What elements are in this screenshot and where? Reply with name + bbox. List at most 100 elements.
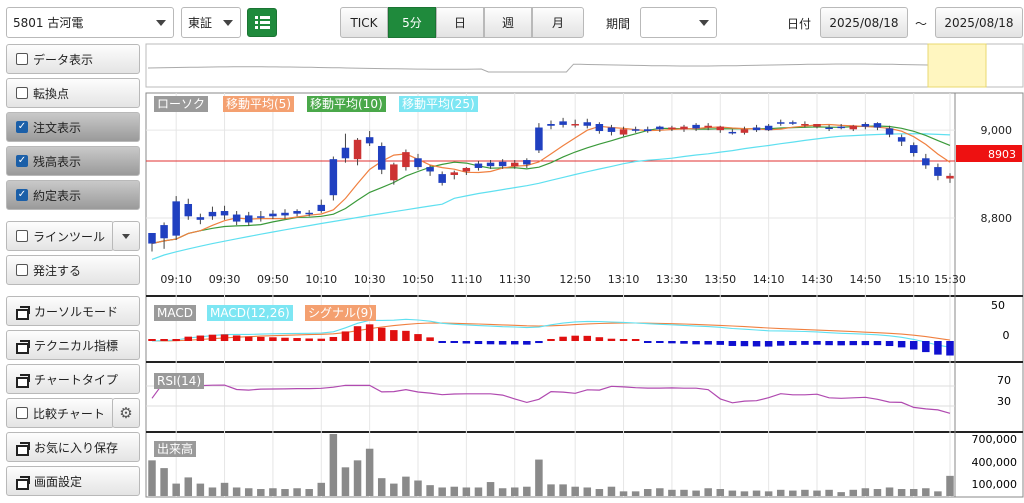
ma25-line: [151, 133, 951, 260]
sidebar-item-save-favorite[interactable]: お気に入り保存: [6, 432, 140, 462]
candle-body: [390, 164, 398, 181]
tab-tick[interactable]: TICK: [340, 7, 388, 38]
candle-body: [825, 127, 833, 130]
window-icon: [16, 475, 30, 490]
volume-bar: [631, 491, 640, 496]
candle-body: [402, 152, 410, 168]
chevron-down-icon: [122, 233, 130, 239]
checkbox-icon: [16, 407, 28, 419]
macd-histogram-bar: [281, 337, 289, 341]
chevron-down-icon: [223, 19, 233, 26]
time-label: 10:30: [354, 273, 386, 286]
legend-macd-line: MACD(12,26): [207, 305, 293, 321]
macd-panel: [148, 318, 954, 356]
candle-body: [329, 159, 338, 196]
volume-bar: [244, 488, 253, 496]
volume-bar: [922, 488, 930, 496]
volume-bars: [148, 434, 954, 496]
current-price-value: 8903: [988, 148, 1016, 161]
candle-body: [257, 216, 265, 218]
macd-histogram-bar: [813, 341, 821, 345]
macd-histogram-bar: [680, 341, 688, 344]
macd-histogram-bar: [583, 335, 592, 341]
navigator-panel[interactable]: [145, 43, 1024, 88]
macd-histogram-bar: [535, 341, 543, 344]
macd-histogram-bar: [184, 336, 193, 341]
time-label: 14:50: [850, 273, 882, 286]
candle-body: [595, 124, 604, 132]
macd-histogram-bar: [377, 327, 386, 341]
tab-label: 5分: [402, 16, 422, 30]
sidebar-item-compare-chart[interactable]: 比較チャート: [6, 398, 114, 428]
candle-body: [341, 147, 350, 159]
volume-bar: [873, 489, 882, 496]
tab-month[interactable]: 月: [532, 7, 584, 38]
volume-bar: [728, 490, 737, 496]
rsi-axis-70: 70: [997, 374, 1011, 387]
sidebar-item-label: テクニカル指標: [34, 338, 119, 353]
tab-week[interactable]: 週: [484, 7, 532, 38]
checkbox-icon: [16, 230, 28, 242]
sidebar-item-turning-point[interactable]: 転換点: [6, 78, 140, 108]
candle-body: [571, 124, 579, 126]
macd-histogram-bar: [160, 339, 168, 341]
tab-label: 月: [551, 16, 564, 30]
legend-macd: MACD: [154, 305, 196, 321]
sidebar-item-technical-indicators[interactable]: テクニカル指標: [6, 330, 140, 360]
candle-body: [813, 124, 821, 127]
time-label: 09:30: [209, 273, 241, 286]
sidebar-item-place-order[interactable]: 発注する: [6, 255, 140, 285]
sidebar-item-execution-display[interactable]: ✓ 約定表示: [6, 180, 140, 210]
macd-histogram-bar: [269, 337, 277, 341]
sidebar-item-balance-display[interactable]: ✓ 残高表示: [6, 146, 140, 176]
macd-histogram-bar: [474, 341, 483, 345]
volume-bar: [486, 482, 495, 496]
macd-histogram-bar: [619, 339, 628, 341]
legend-rsi: RSI(14): [154, 373, 205, 389]
volume-bar: [220, 482, 229, 496]
macd-histogram-bar: [825, 341, 833, 346]
sidebar-item-line-tool[interactable]: ラインツール: [6, 221, 114, 251]
macd-histogram-bar: [208, 334, 217, 341]
sidebar-item-order-display[interactable]: ✓ 注文表示: [6, 112, 140, 142]
period-select[interactable]: [640, 7, 717, 38]
time-label: 11:10: [451, 273, 483, 286]
volume-bar: [704, 488, 712, 496]
macd-histogram-bar: [837, 341, 845, 346]
tab-day[interactable]: 日: [436, 7, 484, 38]
candle-body: [946, 175, 954, 179]
candle-body: [631, 129, 640, 131]
volume-axis-400k: 400,000: [972, 456, 1018, 469]
candle-body: [244, 215, 253, 223]
sidebar-item-screen-settings[interactable]: 画面設定: [6, 466, 140, 496]
sidebar-item-chart-type[interactable]: チャートタイプ: [6, 364, 140, 394]
symbol-select[interactable]: 5801 古河電: [6, 7, 174, 38]
macd-histogram-bar: [668, 341, 676, 344]
checkbox-checked-icon: ✓: [16, 155, 28, 167]
macd-histogram-bar: [353, 326, 362, 341]
candle-body: [776, 122, 785, 124]
date-from-input[interactable]: 2025/08/18: [820, 7, 908, 38]
candle-body: [450, 172, 459, 175]
volume-bar: [680, 489, 688, 496]
sidebar-item-data-display[interactable]: データ表示: [6, 44, 140, 74]
macd-histogram-bar: [728, 341, 737, 346]
date-to-input[interactable]: 2025/08/18: [935, 7, 1023, 38]
volume-bar: [510, 487, 519, 496]
candle-body: [547, 124, 555, 126]
tab-5min[interactable]: 5分: [388, 7, 436, 38]
volume-bar: [402, 476, 410, 496]
gear-icon[interactable]: ⚙: [112, 398, 140, 428]
candle-body: [365, 137, 374, 144]
time-label: 10:50: [402, 273, 434, 286]
sidebar-item-cursor-mode[interactable]: カーソルモード: [6, 296, 140, 326]
macd-histogram-bar: [656, 341, 664, 343]
price-tick-label: 8,800: [981, 212, 1013, 225]
macd-histogram-bar: [402, 330, 410, 341]
line-tool-dropdown-button[interactable]: [112, 221, 140, 251]
current-price-tag: [956, 145, 1022, 162]
market-select[interactable]: 東証: [181, 7, 241, 38]
list-menu-button[interactable]: [247, 8, 277, 37]
navigator-window[interactable]: [927, 43, 987, 88]
